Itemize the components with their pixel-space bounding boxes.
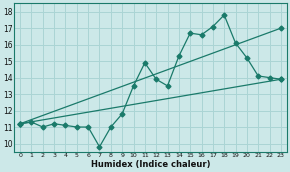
X-axis label: Humidex (Indice chaleur): Humidex (Indice chaleur) — [91, 159, 210, 169]
